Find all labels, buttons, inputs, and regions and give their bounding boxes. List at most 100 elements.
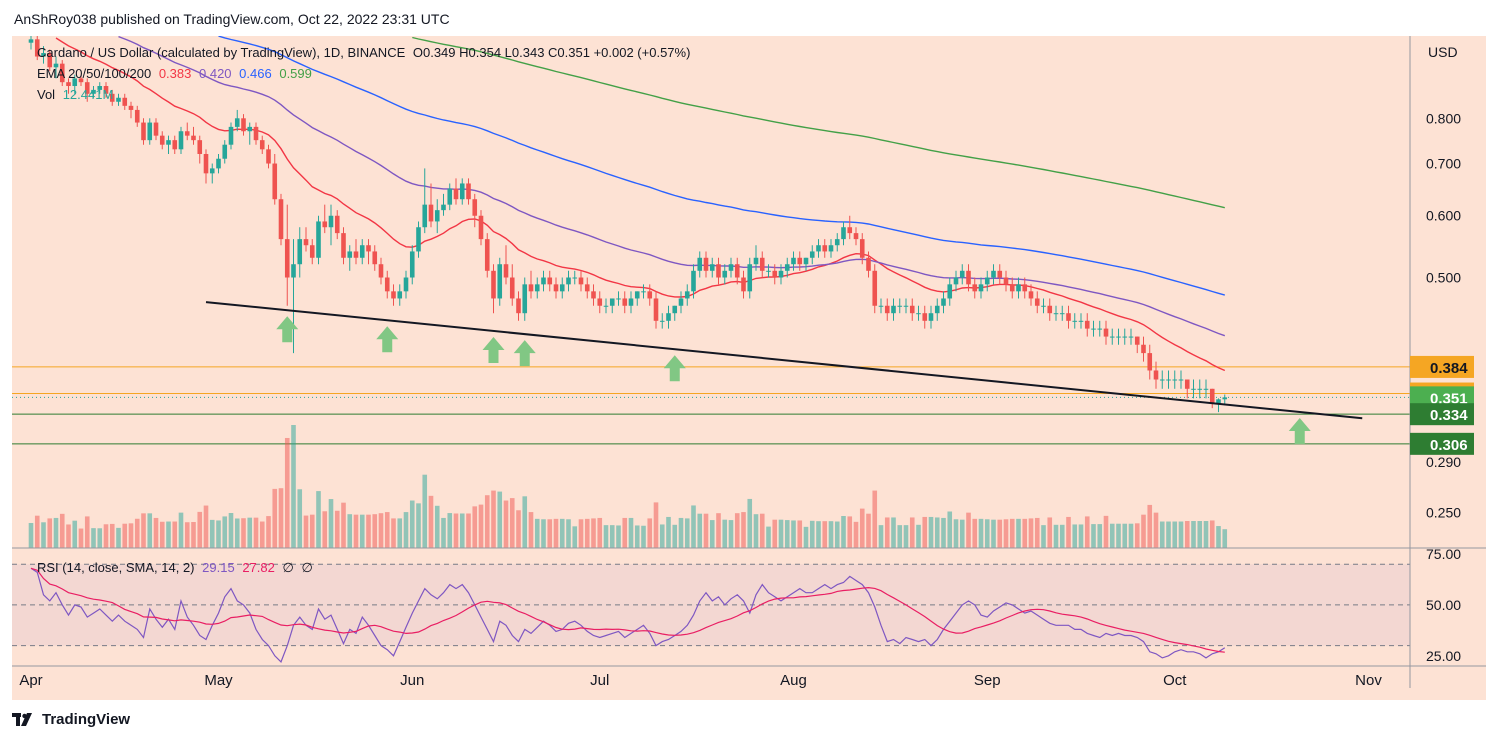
candle-body (484, 239, 490, 271)
candle-body (534, 284, 540, 292)
volume-bar (1216, 526, 1221, 548)
volume-bar (284, 437, 290, 548)
volume-bar (647, 518, 653, 548)
volume-bar (997, 519, 1003, 548)
candles (28, 36, 1228, 413)
candle-body (966, 270, 971, 285)
volume-bar (953, 519, 959, 548)
candle-body (1222, 397, 1228, 400)
candle-body (434, 210, 440, 222)
volume-bar (134, 518, 140, 548)
candle-body (772, 270, 778, 278)
volume-bar (253, 517, 259, 548)
price-tick-label: 0.500 (1426, 270, 1461, 286)
time-axis: Apr May Jun Jul Aug Sep Oct Nov (19, 672, 1382, 689)
candle-body (934, 305, 940, 314)
volume-bar (1166, 521, 1171, 548)
price-axis: USD 0.250 0.290 0.500 0.600 0.700 0.800 0.384 0.… (12, 36, 1486, 688)
candle-body (1003, 277, 1009, 285)
candle-body (947, 284, 953, 299)
volume-bar (216, 520, 221, 548)
candle-body (66, 82, 71, 87)
rsi-sma-value: 27.82 (242, 560, 275, 575)
volume-bar (328, 499, 334, 548)
volume-bar (447, 513, 453, 548)
candle-body (759, 257, 765, 271)
volume-bar (616, 525, 621, 548)
price-label-text: 0.384 (1430, 360, 1468, 377)
candle-body (847, 227, 853, 234)
candle-body (553, 284, 559, 292)
volume-bar (522, 496, 528, 548)
candle-body (1172, 379, 1178, 381)
volume-legend[interactable]: Vol 12.441M (37, 87, 117, 102)
volume-bar (1103, 515, 1109, 548)
candle-body (334, 215, 340, 234)
candle-body (584, 284, 590, 292)
candle-body (47, 53, 53, 68)
candle-body (322, 221, 328, 228)
volume-bars (28, 425, 1228, 548)
candle-body (997, 270, 1003, 278)
volume-bar (547, 519, 553, 548)
volume-bar (84, 516, 90, 548)
candle-body (728, 264, 734, 271)
volume-bar (1141, 514, 1146, 548)
symbol-title: Cardano / US Dollar (calculated by Tradi… (37, 45, 406, 60)
volume-bar (1097, 524, 1103, 548)
volume-bar (441, 517, 446, 548)
candle-body (734, 264, 740, 278)
candle-body (422, 204, 428, 228)
candle-body (672, 305, 678, 314)
candle-body (1084, 320, 1090, 329)
ema200-line (412, 36, 1225, 209)
volume-bar (922, 516, 928, 548)
candle-body (122, 97, 128, 106)
tradingview-logo[interactable]: TradingView (12, 711, 130, 728)
candle-body (616, 298, 621, 300)
candle-body (309, 245, 315, 258)
candle-body (1041, 305, 1046, 307)
candle-body (984, 277, 990, 285)
volume-bar (359, 514, 365, 548)
candle-body (866, 257, 871, 271)
candle-body (853, 233, 859, 240)
candle-body (816, 245, 821, 252)
volume-bar (853, 521, 859, 548)
candle-body (959, 270, 965, 278)
vol-label: Vol (37, 87, 56, 102)
rsi-line (30, 567, 1226, 663)
volume-bar (147, 513, 153, 548)
candle-body (59, 63, 65, 83)
candle-body (1091, 328, 1096, 330)
volume-bar (1122, 523, 1128, 548)
candle-body (1191, 388, 1196, 390)
volume-bar (1109, 523, 1115, 548)
ema-legend[interactable]: EMA 20/50/100/200 0.383 0.420 0.466 0.59… (37, 66, 316, 81)
price-chart[interactable]: 75.00 50.00 25.00 USD 0.250 0.290 0.500 0.600 0… (12, 36, 1486, 700)
volume-bar (416, 503, 421, 548)
candle-body (141, 122, 146, 141)
candle-body (1159, 379, 1165, 381)
price-label-text: 0.306 (1430, 437, 1468, 454)
volume-bar (403, 512, 409, 548)
volume-bar (734, 513, 740, 548)
candle-body (147, 122, 153, 141)
candle-body (628, 298, 634, 306)
rsi-tick-label: 50.00 (1426, 597, 1461, 613)
rsi-legend[interactable]: RSI (14, close, SMA, 14, 2) 29.15 27.82 … (37, 560, 317, 576)
volume-bar (678, 517, 684, 548)
volume-bar (172, 521, 178, 548)
volume-bar (872, 490, 878, 548)
footer: TradingView (0, 700, 1497, 743)
volume-bar (753, 514, 759, 548)
chart-area[interactable]: 75.00 50.00 25.00 USD 0.250 0.290 0.500 0.600 0… (12, 36, 1486, 700)
volume-bar (34, 515, 40, 548)
candle-body (128, 105, 134, 110)
candle-body (353, 251, 359, 258)
volume-bar (428, 495, 434, 548)
volume-bar (791, 520, 796, 548)
volume-bar (916, 524, 921, 548)
candle-body (622, 298, 628, 306)
candle-body (109, 93, 115, 102)
